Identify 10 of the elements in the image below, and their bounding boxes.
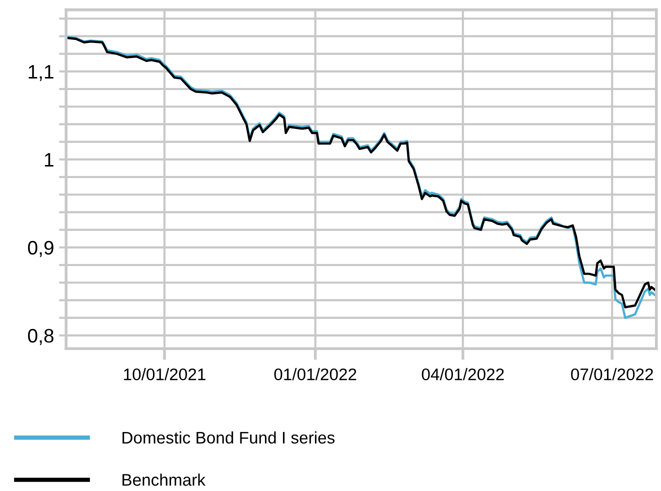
y-tick-label: 0,9 <box>28 240 54 257</box>
y-tick-label: 0,8 <box>28 328 54 345</box>
x-tick-label: 10/01/2021 <box>124 368 206 380</box>
y-tick-label: 1,1 <box>28 65 54 81</box>
legend-label: Benchmark <box>122 474 206 486</box>
x-tick-label: 07/01/2022 <box>571 368 653 380</box>
y-tick-label: 1 <box>44 153 54 166</box>
legend-label: Domestic Bond Fund I series <box>122 431 335 444</box>
x-tick-label: 01/01/2022 <box>274 368 356 380</box>
x-tick-label: 04/01/2022 <box>422 368 504 380</box>
